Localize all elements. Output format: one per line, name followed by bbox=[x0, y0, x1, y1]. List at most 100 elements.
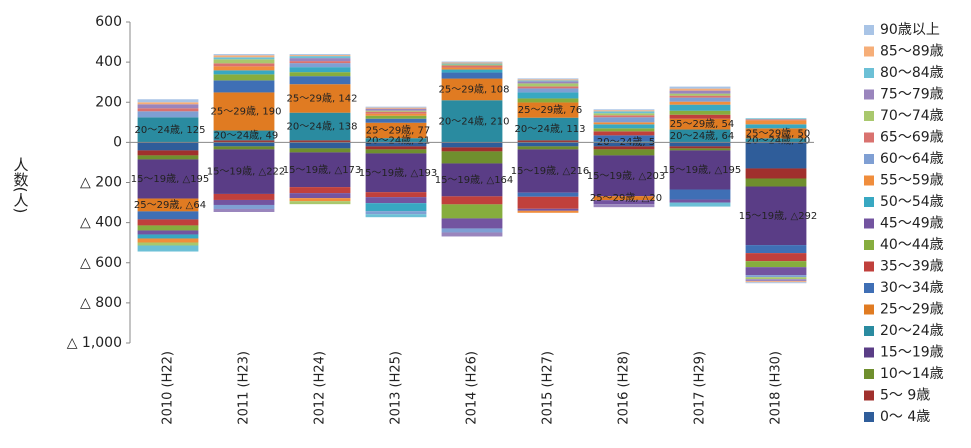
bar-segment bbox=[137, 238, 199, 243]
bar-segment bbox=[289, 54, 351, 56]
bar-segment bbox=[593, 110, 655, 112]
legend-label: 25～29歳 bbox=[880, 302, 944, 318]
bar-segment bbox=[137, 142, 199, 151]
bar-segment bbox=[289, 140, 351, 143]
legend-swatch bbox=[864, 347, 874, 358]
legend-label: 55～59歳 bbox=[880, 173, 944, 189]
y-tick-label: 200 bbox=[95, 94, 122, 110]
bar-segment bbox=[517, 86, 579, 89]
bar-segment bbox=[517, 92, 579, 99]
bar-segment bbox=[669, 101, 731, 105]
bar-segment bbox=[213, 57, 275, 60]
bar-segment bbox=[213, 204, 275, 209]
data-label: 25～29歳, 76 bbox=[518, 104, 583, 116]
legend-swatch bbox=[864, 326, 874, 336]
bar-segment bbox=[593, 124, 655, 129]
bar-segment bbox=[289, 198, 351, 202]
bar-segment bbox=[593, 115, 655, 118]
bar-segment bbox=[593, 204, 655, 208]
bar-segment bbox=[593, 141, 655, 143]
bar-segment bbox=[745, 168, 807, 179]
bar-segment bbox=[365, 108, 427, 111]
bar-segment bbox=[289, 67, 351, 73]
bar-segment bbox=[137, 150, 199, 156]
y-tick-label: 400 bbox=[95, 54, 122, 70]
bar-segment bbox=[593, 111, 655, 114]
bar-segment bbox=[213, 193, 275, 200]
bar-segment bbox=[745, 120, 807, 125]
data-label: 25～29歳, △20 bbox=[590, 192, 662, 204]
bar-segment bbox=[213, 80, 275, 93]
bar-segment bbox=[289, 84, 351, 113]
bar-segment bbox=[365, 197, 427, 204]
bar-segment bbox=[213, 142, 275, 147]
bar-segment bbox=[669, 189, 731, 200]
y-tick-label: △ 400 bbox=[80, 215, 122, 231]
bar-segment bbox=[137, 198, 199, 212]
bar-segment bbox=[745, 282, 807, 284]
legend-swatch bbox=[864, 132, 874, 143]
bar-segment bbox=[517, 78, 579, 80]
bar-segment bbox=[745, 178, 807, 187]
bar-segment bbox=[669, 150, 731, 190]
bar-segment bbox=[669, 148, 731, 151]
bar-segment bbox=[137, 159, 199, 199]
bar-segment bbox=[365, 142, 427, 147]
legend-swatch bbox=[864, 240, 874, 250]
bar-segment bbox=[213, 63, 275, 67]
bar-segment bbox=[745, 118, 807, 120]
bar-segment bbox=[137, 99, 199, 103]
bar-segment bbox=[365, 113, 427, 116]
legend-swatch bbox=[864, 46, 874, 57]
bar-segment bbox=[213, 59, 275, 64]
data-label: 15～19歳, △164 bbox=[435, 174, 514, 186]
bar-segment bbox=[745, 245, 807, 254]
legend-label: 0～ 4歳 bbox=[880, 409, 930, 425]
data-label: 15～19歳, △195 bbox=[663, 164, 742, 176]
bar-segment bbox=[745, 281, 807, 283]
legend-swatch bbox=[864, 89, 874, 100]
data-label: 20～24歳, 210 bbox=[439, 115, 510, 127]
bar-segment bbox=[593, 149, 655, 156]
bar-segment bbox=[289, 112, 351, 141]
legend-label: 40～44歳 bbox=[880, 237, 944, 253]
bar-segment bbox=[213, 130, 275, 141]
bar-segment bbox=[365, 111, 427, 114]
x-tick-label: 2017 (H29) bbox=[693, 351, 708, 425]
bar-segment bbox=[365, 138, 427, 143]
data-label: 25～29歳, 54 bbox=[670, 118, 735, 130]
bar-segment bbox=[365, 203, 427, 212]
bar-segment bbox=[441, 151, 503, 164]
bar-segment bbox=[745, 142, 807, 169]
bar-segment bbox=[593, 196, 655, 201]
bar-segment bbox=[289, 76, 351, 85]
legend-label: 85～89歳 bbox=[880, 44, 944, 60]
bar-segment bbox=[365, 115, 427, 119]
legend-swatch bbox=[864, 154, 874, 164]
legend-label: 30～34歳 bbox=[880, 280, 944, 296]
bar-segment bbox=[669, 199, 731, 203]
bar-segment bbox=[441, 196, 503, 205]
bar-segment bbox=[213, 54, 275, 56]
data-label: 15～19歳, △195 bbox=[131, 173, 210, 185]
bar-segment bbox=[441, 65, 503, 68]
bar-segment bbox=[745, 186, 807, 246]
bar-segment bbox=[213, 55, 275, 58]
legend-label: 60～64歳 bbox=[880, 151, 944, 167]
data-label: 20～24歳, 49 bbox=[214, 129, 279, 141]
bar-segment bbox=[213, 70, 275, 75]
bar-segment bbox=[593, 109, 655, 111]
bar-segment bbox=[137, 117, 199, 143]
legend-swatch bbox=[864, 390, 874, 401]
bar-segment bbox=[441, 232, 503, 237]
bar-segment bbox=[517, 149, 579, 193]
bar-segment bbox=[137, 211, 199, 220]
bar-segment bbox=[137, 230, 199, 235]
bar-segment bbox=[289, 63, 351, 68]
bar-segment bbox=[365, 214, 427, 218]
bar-segment bbox=[669, 142, 731, 147]
data-label: 20～24歳, 21 bbox=[366, 134, 431, 146]
bar-segment bbox=[669, 118, 731, 130]
